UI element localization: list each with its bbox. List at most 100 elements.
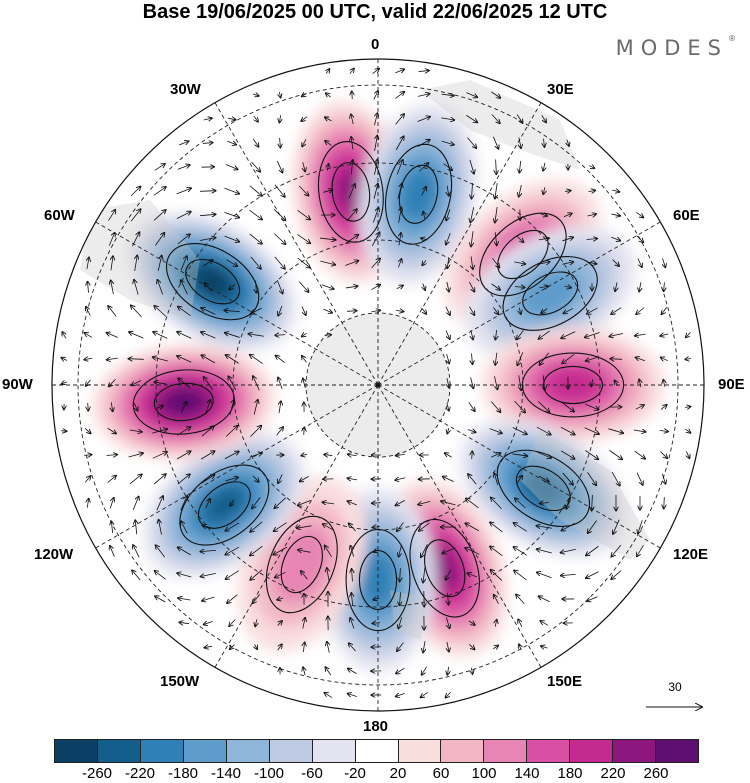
wind-arrow bbox=[633, 430, 646, 432]
wind-arrow bbox=[250, 545, 263, 556]
wind-arrow bbox=[609, 450, 622, 459]
anomaly-contour-line bbox=[515, 465, 571, 512]
wind-arrow bbox=[519, 375, 522, 390]
wind-arrow bbox=[517, 352, 524, 365]
wind-arrow bbox=[177, 474, 190, 485]
colorbar-swatch bbox=[613, 740, 657, 762]
wind-arrow bbox=[373, 550, 379, 552]
wind-arrow bbox=[273, 233, 286, 244]
wind-arrow bbox=[204, 283, 213, 292]
wind-arrow bbox=[322, 524, 334, 531]
wind-arrow bbox=[202, 260, 213, 267]
wind-arrow bbox=[638, 520, 643, 533]
wind-arrow bbox=[538, 475, 549, 482]
wind-arrow bbox=[230, 644, 235, 650]
wind-arrow bbox=[201, 426, 214, 437]
wind-arrow bbox=[200, 572, 216, 576]
colorbar-swatch bbox=[484, 740, 528, 762]
wind-arrow bbox=[278, 305, 283, 316]
wind-arrow bbox=[84, 358, 93, 359]
negative-anomaly-band bbox=[401, 168, 436, 221]
wind-arrow bbox=[348, 184, 355, 199]
anomaly-contour-line bbox=[331, 162, 371, 222]
wind-arrow bbox=[586, 307, 598, 314]
wind-arrow bbox=[592, 494, 593, 511]
wind-arrow bbox=[350, 545, 355, 557]
wind-arrow bbox=[176, 451, 191, 460]
wind-arrow bbox=[399, 233, 401, 246]
wind-arrow bbox=[225, 522, 240, 531]
wind-arrow bbox=[179, 622, 190, 623]
wind-arrow bbox=[154, 382, 167, 384]
wind-arrow bbox=[585, 403, 599, 410]
wind-arrow bbox=[176, 188, 192, 195]
wind-arrow bbox=[543, 187, 545, 194]
wind-arrow bbox=[447, 257, 449, 268]
wind-arrow bbox=[591, 379, 593, 386]
latitude-circle bbox=[77, 84, 679, 686]
wind-arrow bbox=[472, 353, 473, 364]
wind-arrow bbox=[61, 431, 67, 432]
wind-arrow bbox=[419, 522, 430, 531]
wind-arrow bbox=[177, 573, 192, 578]
wind-arrow bbox=[225, 477, 239, 482]
wind-arrow bbox=[636, 307, 645, 315]
wind-arrow bbox=[396, 285, 404, 289]
wind-arrow bbox=[587, 262, 597, 264]
colorbar-swatch bbox=[527, 740, 571, 762]
wind-arrow bbox=[447, 641, 449, 652]
wind-arrow bbox=[111, 521, 112, 534]
wind-arrow bbox=[560, 574, 576, 575]
wind-arrow bbox=[399, 592, 400, 605]
wind-arrow bbox=[491, 114, 500, 123]
wind-arrow bbox=[297, 500, 311, 505]
wind-arrow bbox=[224, 211, 239, 217]
wind-arrow bbox=[252, 138, 258, 147]
wind-arrow bbox=[273, 546, 288, 555]
wind-arrow bbox=[252, 594, 261, 603]
wind-arrow bbox=[297, 526, 312, 528]
wind-arrow bbox=[278, 377, 283, 390]
wind-arrow bbox=[395, 693, 405, 696]
wind-arrow bbox=[491, 453, 501, 458]
wind-arrow bbox=[639, 379, 641, 388]
wind-arrow bbox=[249, 233, 262, 244]
wind-arrow bbox=[469, 159, 474, 174]
wind-arrow bbox=[467, 573, 478, 578]
wind-arrow bbox=[371, 232, 380, 247]
wind-arrow bbox=[515, 498, 526, 509]
wind-arrow bbox=[417, 117, 431, 122]
meridian-line bbox=[377, 384, 661, 549]
wind-arrow bbox=[465, 548, 480, 555]
wind-arrow bbox=[685, 359, 692, 360]
wind-arrow bbox=[447, 378, 449, 388]
wind-arrow bbox=[253, 399, 258, 415]
wind-arrow bbox=[536, 572, 552, 579]
wind-arrow bbox=[253, 376, 260, 391]
wind-arrow bbox=[152, 452, 168, 459]
wind-arrow bbox=[87, 257, 89, 269]
wind-arrow bbox=[351, 593, 352, 606]
wind-arrow bbox=[493, 594, 499, 604]
colorbar-swatch bbox=[55, 740, 98, 762]
wind-arrow bbox=[180, 256, 187, 271]
wind-arrow bbox=[301, 93, 307, 96]
wind-arrow bbox=[562, 237, 573, 242]
wind-arrow bbox=[226, 259, 237, 267]
wind-arrow bbox=[421, 187, 427, 196]
reference-vector: 30 bbox=[644, 680, 706, 716]
wind-arrow bbox=[613, 519, 620, 535]
wind-arrow bbox=[495, 232, 497, 246]
wind-arrow bbox=[227, 594, 238, 604]
wind-arrow bbox=[663, 258, 666, 267]
wind-arrow bbox=[152, 429, 167, 434]
meridian-line bbox=[95, 221, 379, 386]
wind-arrow bbox=[471, 231, 473, 247]
wind-arrow bbox=[372, 623, 381, 624]
wind-arrow bbox=[347, 454, 357, 456]
wind-arrow bbox=[561, 522, 576, 531]
wind-arrow bbox=[471, 667, 472, 675]
wind-arrow bbox=[446, 209, 451, 221]
wind-arrow bbox=[562, 354, 575, 363]
wind-arrow bbox=[514, 262, 525, 264]
